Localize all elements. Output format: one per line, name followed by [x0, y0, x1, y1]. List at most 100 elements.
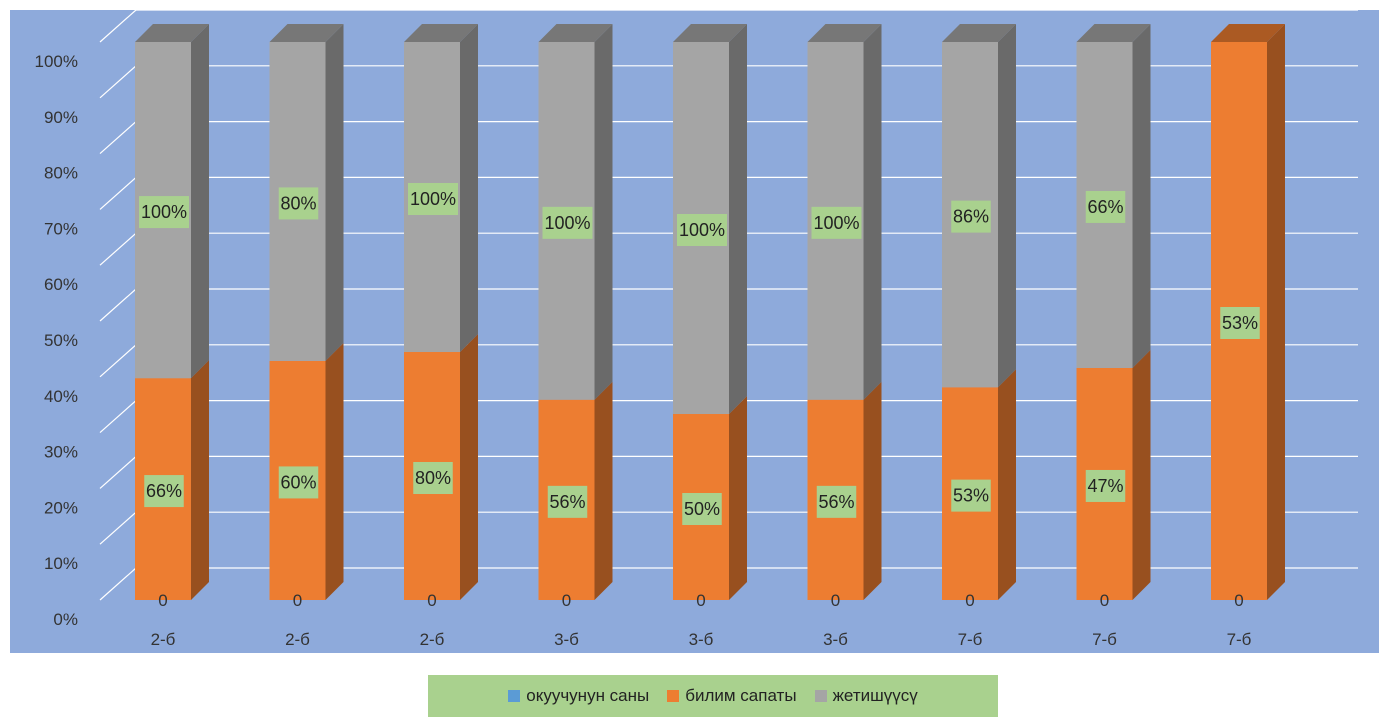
legend-item-2: жетишүүсү	[814, 686, 918, 706]
y-tick-label: 60%	[44, 275, 78, 294]
y-tick-label: 90%	[44, 108, 78, 127]
y-tick-label: 40%	[44, 387, 78, 406]
data-label-box-2-3	[542, 206, 593, 239]
gridline-diagonal	[99, 9, 137, 43]
data-label-2-2: 100%	[410, 189, 456, 209]
data-label-box-2-5	[811, 206, 862, 239]
data-label-box-1-3	[547, 485, 588, 518]
gridline-diagonal	[99, 65, 137, 99]
chart-legend: окуучунун саны билим сапаты жетишүүсү	[428, 675, 998, 717]
gridline-diagonal	[99, 567, 137, 601]
legend-label-0: окуучунун саны	[526, 686, 650, 705]
gridline-diagonal	[99, 121, 137, 155]
legend-swatch-2	[814, 690, 827, 702]
data-label-0-5: 0	[831, 591, 840, 610]
data-label-2-5: 100%	[813, 213, 859, 233]
bar-top-1-8	[1211, 24, 1285, 42]
data-label-0-6: 0	[965, 591, 974, 610]
bar-side-1-6	[998, 369, 1016, 600]
gridline-diagonal	[99, 455, 137, 489]
y-tick-label: 30%	[44, 443, 78, 462]
bar-side-1-2	[460, 334, 478, 600]
legend-swatch-1	[667, 690, 680, 702]
bar-top-2-6	[942, 24, 1016, 42]
data-label-box-1-8	[1220, 307, 1260, 339]
legend-item-1: билим сапаты	[667, 686, 797, 706]
data-label-box-1-5	[816, 485, 857, 518]
bar-side-1-8	[1267, 24, 1285, 600]
x-tick-label-7: 7-б	[1092, 630, 1117, 649]
x-tick-label-8: 7-б	[1227, 630, 1252, 649]
y-tick-label: 100%	[35, 52, 78, 71]
bar-top-2-4	[673, 24, 747, 42]
bar-side-2-6	[998, 24, 1016, 388]
data-label-1-0: 66%	[146, 481, 182, 501]
bar-side-2-5	[863, 24, 882, 400]
data-label-box-2-0	[139, 196, 189, 229]
legend-item-0: окуучунун саны	[508, 686, 649, 706]
x-tick-label-1: 2-б	[285, 630, 310, 649]
data-label-1-7: 47%	[1087, 476, 1123, 496]
data-label-2-7: 66%	[1087, 197, 1123, 217]
legend-label-2: жетишүүсү	[832, 686, 918, 705]
x-tick-label-6: 7-б	[958, 630, 983, 649]
bar-side-1-5	[863, 381, 882, 600]
data-label-0-1: 0	[293, 591, 302, 610]
gridline-diagonal	[99, 232, 137, 266]
x-tick-label-2: 2-б	[420, 630, 445, 649]
data-label-box-1-0	[144, 475, 184, 508]
gridline-diagonal	[99, 400, 137, 434]
data-label-0-3: 0	[562, 591, 571, 610]
data-label-0-4: 0	[696, 591, 705, 610]
data-label-box-2-4	[677, 214, 727, 246]
y-tick-label: 70%	[44, 219, 78, 238]
data-label-0-0: 0	[158, 591, 167, 610]
x-tick-label-0: 2-б	[151, 630, 176, 649]
data-label-1-1: 60%	[280, 472, 316, 492]
gridline-diagonal	[99, 176, 137, 210]
data-label-2-1: 80%	[280, 193, 316, 213]
y-tick-label: 50%	[44, 331, 78, 350]
legend-swatch-0	[508, 690, 521, 702]
bar-top-2-0	[135, 24, 209, 42]
bar-side-2-7	[1132, 24, 1151, 368]
data-label-box-1-2	[413, 462, 453, 494]
data-label-box-1-4	[682, 493, 722, 525]
data-label-box-1-1	[278, 466, 319, 499]
data-label-1-3: 56%	[549, 492, 585, 512]
x-tick-label-5: 3-б	[823, 630, 848, 649]
bar-side-2-3	[594, 24, 613, 400]
data-label-1-4: 50%	[684, 499, 720, 519]
bar-side-2-0	[191, 24, 209, 379]
bar-top-2-5	[807, 24, 882, 42]
gridline-diagonal	[99, 511, 137, 545]
bar-side-2-1	[325, 24, 344, 361]
bar-top-2-3	[538, 24, 613, 42]
data-label-1-5: 56%	[818, 492, 854, 512]
data-label-box-2-2	[408, 183, 458, 215]
data-label-2-6: 86%	[953, 207, 989, 227]
x-tick-label-3: 3-б	[554, 630, 579, 649]
data-label-0-7: 0	[1100, 591, 1109, 610]
bar-top-2-7	[1076, 24, 1151, 42]
data-label-0-2: 0	[427, 591, 436, 610]
bar-side-1-3	[594, 381, 613, 600]
bar-side-1-4	[729, 396, 747, 600]
gridline-diagonal	[99, 288, 137, 322]
data-label-2-0: 100%	[141, 202, 187, 222]
data-label-2-3: 100%	[544, 213, 590, 233]
gridline-diagonal	[99, 344, 137, 378]
data-label-box-1-6	[951, 479, 991, 512]
data-label-box-2-6	[951, 200, 991, 233]
data-label-1-8: 53%	[1222, 313, 1258, 333]
x-tick-label-4: 3-б	[689, 630, 714, 649]
data-label-box-1-7	[1085, 469, 1126, 502]
y-tick-label: 10%	[44, 554, 78, 573]
data-label-0-8: 0	[1234, 591, 1243, 610]
legend-label-1: билим сапаты	[685, 686, 797, 705]
bar-side-2-4	[729, 24, 747, 414]
data-label-1-2: 80%	[415, 468, 451, 488]
bar-top-2-2	[404, 24, 478, 42]
